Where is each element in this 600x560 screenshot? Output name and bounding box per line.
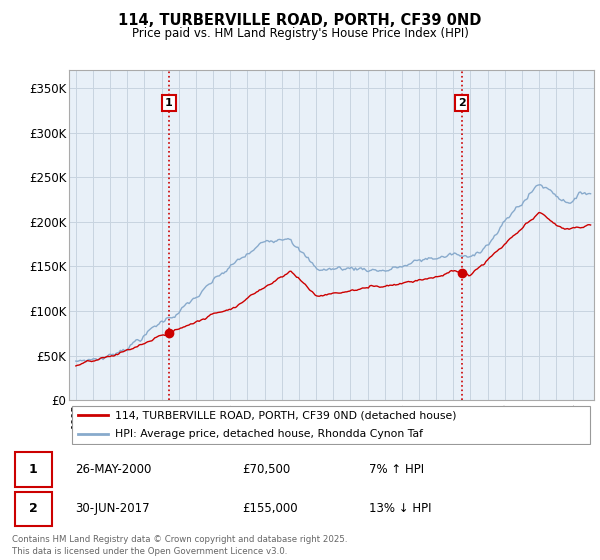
Text: 114, TURBERVILLE ROAD, PORTH, CF39 0ND (detached house): 114, TURBERVILLE ROAD, PORTH, CF39 0ND (… [115,410,457,421]
Text: Contains HM Land Registry data © Crown copyright and database right 2025.
This d: Contains HM Land Registry data © Crown c… [12,535,347,556]
Text: 1: 1 [165,98,173,108]
Text: HPI: Average price, detached house, Rhondda Cynon Taf: HPI: Average price, detached house, Rhon… [115,429,423,439]
Text: 26-MAY-2000: 26-MAY-2000 [76,463,152,476]
Text: 30-JUN-2017: 30-JUN-2017 [76,502,150,515]
Text: £70,500: £70,500 [242,463,290,476]
Text: 2: 2 [458,98,466,108]
Text: £155,000: £155,000 [242,502,298,515]
Text: 114, TURBERVILLE ROAD, PORTH, CF39 0ND: 114, TURBERVILLE ROAD, PORTH, CF39 0ND [118,13,482,28]
Text: 7% ↑ HPI: 7% ↑ HPI [369,463,424,476]
Text: 2: 2 [29,502,38,515]
FancyBboxPatch shape [71,406,590,444]
Text: Price paid vs. HM Land Registry's House Price Index (HPI): Price paid vs. HM Land Registry's House … [131,27,469,40]
Text: 1: 1 [29,463,38,476]
FancyBboxPatch shape [15,452,52,487]
FancyBboxPatch shape [15,492,52,526]
Text: 13% ↓ HPI: 13% ↓ HPI [369,502,431,515]
